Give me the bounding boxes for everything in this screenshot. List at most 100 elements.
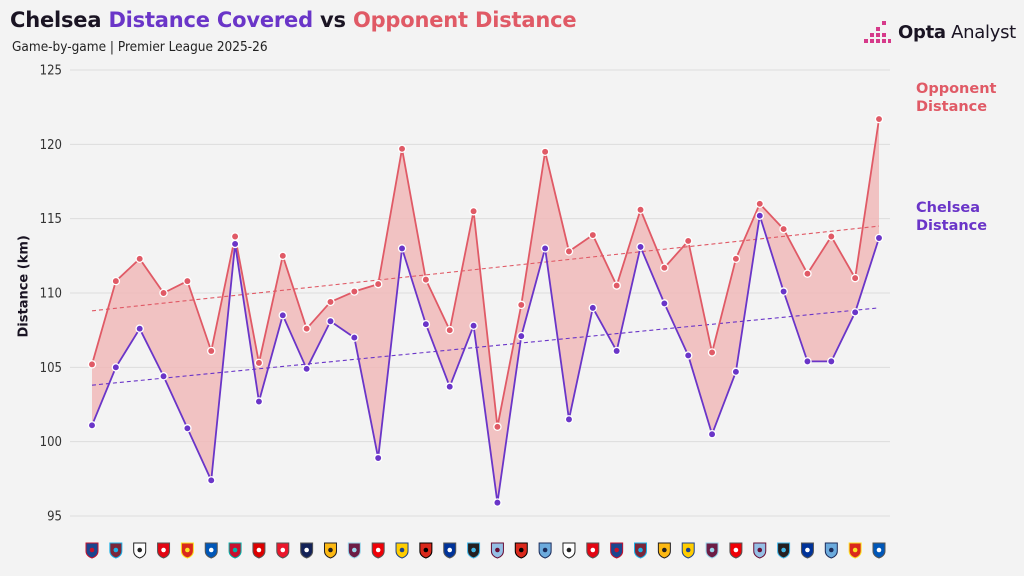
- y-tick-label: 95: [47, 510, 62, 525]
- burnley-crest-icon: [705, 542, 719, 559]
- crystal-palace-crest-icon: [610, 542, 624, 559]
- opponent-point: [397, 144, 407, 154]
- chelsea-point: [469, 321, 478, 330]
- bournemouth-crest-icon: [514, 542, 528, 559]
- opponent-point: [731, 254, 741, 264]
- man-united-crest-icon: [848, 542, 862, 559]
- title-opponent-distance: Opponent Distance: [352, 8, 577, 32]
- chelsea-point: [779, 287, 788, 296]
- opponent-point: [493, 422, 502, 432]
- y-tick-label: 105: [40, 361, 62, 376]
- title-team: Chelsea: [10, 8, 109, 32]
- opponent-point: [445, 325, 454, 335]
- chelsea-point: [111, 363, 121, 372]
- arsenal-crest-icon: [371, 542, 385, 559]
- chelsea-point: [326, 316, 335, 326]
- burnley-crest-icon: [347, 542, 361, 559]
- opponent-point: [588, 230, 598, 240]
- opponent-point: [135, 254, 144, 264]
- brentford-crest-icon: [586, 542, 600, 559]
- brentford-crest-icon: [157, 542, 171, 559]
- everton-crest-icon: [443, 542, 457, 559]
- opponent-point: [636, 205, 645, 214]
- title-vs: vs: [312, 8, 353, 32]
- everton-crest-icon: [800, 542, 814, 559]
- man-united-crest-icon: [180, 542, 194, 559]
- opponent-point: [421, 275, 431, 284]
- wolves-crest-icon: [323, 542, 337, 559]
- opponent-point: [350, 287, 359, 296]
- chelsea-point: [755, 211, 765, 220]
- chelsea-point: [254, 397, 264, 406]
- opta-bars-icon: [864, 21, 891, 43]
- opponent-point: [302, 324, 311, 333]
- opponent-point: [755, 199, 765, 209]
- y-tick-label: 115: [40, 212, 62, 227]
- opponent-trendline: [91, 225, 880, 312]
- opponent-line: [91, 118, 880, 428]
- chelsea-point: [206, 476, 216, 485]
- title-chelsea-distance: Distance Covered: [108, 8, 313, 32]
- chelsea-point: [612, 346, 621, 356]
- bournemouth-crest-icon: [419, 542, 433, 559]
- chelsea-point: [278, 311, 288, 320]
- chelsea-point: [588, 303, 598, 313]
- chelsea-line: [91, 214, 880, 504]
- wolves-crest-icon: [657, 542, 671, 559]
- chelsea-trendline: [91, 307, 880, 386]
- west-ham-crest-icon: [109, 542, 123, 559]
- opponent-point: [159, 288, 168, 298]
- chart-title: Chelsea Distance Covered vs Opponent Dis…: [10, 8, 577, 32]
- chelsea-point: [660, 299, 669, 308]
- opponent-point: [326, 297, 335, 307]
- chelsea-point: [87, 421, 97, 430]
- chelsea-point: [707, 429, 717, 439]
- aston-villa-crest-icon: [753, 542, 767, 559]
- chelsea-point: [302, 364, 311, 374]
- logo-text: Opta Analyst: [898, 22, 1016, 43]
- opponent-point: [850, 273, 860, 283]
- chelsea-point: [183, 424, 192, 433]
- opponent-point: [469, 206, 478, 216]
- arsenal-crest-icon: [729, 542, 743, 559]
- legend-opponent-line1: Opponent: [916, 81, 997, 97]
- chelsea-point: [373, 453, 383, 463]
- tottenham-crest-icon: [300, 542, 314, 559]
- y-tick-label: 100: [40, 435, 62, 450]
- chelsea-point: [850, 308, 860, 317]
- brighton-crest-icon: [872, 542, 886, 559]
- opponent-point: [230, 232, 240, 241]
- opponent-point: [707, 348, 717, 357]
- chelsea-point: [564, 415, 574, 424]
- chelsea-point: [230, 239, 240, 249]
- opponent-point: [564, 247, 574, 256]
- opponent-point: [206, 346, 216, 356]
- west-ham-crest-icon: [634, 542, 648, 559]
- man-city-crest-icon: [824, 542, 838, 559]
- legend-opponent-line2: Distance: [916, 99, 988, 115]
- opponent-point: [660, 263, 669, 272]
- aston-villa-crest-icon: [490, 542, 504, 559]
- opponent-point: [540, 147, 550, 157]
- legend-chelsea-line2: Distance: [916, 218, 988, 234]
- brighton-crest-icon: [204, 542, 218, 559]
- opponent-point: [254, 358, 264, 368]
- opponent-point: [779, 224, 788, 234]
- fulham-crest-icon: [133, 542, 147, 559]
- newcastle-crest-icon: [467, 542, 481, 559]
- opponent-point: [874, 114, 884, 124]
- y-tick-label: 110: [40, 287, 62, 302]
- opponent-point: [827, 232, 836, 241]
- chelsea-point: [421, 319, 431, 329]
- opponent-point: [278, 251, 288, 261]
- chelsea-point: [493, 498, 502, 507]
- chelsea-point: [683, 351, 693, 360]
- fulham-crest-icon: [562, 542, 576, 559]
- opponent-point: [183, 276, 192, 286]
- chelsea-point: [827, 357, 836, 366]
- opponent-point: [612, 281, 621, 290]
- chelsea-point: [397, 244, 407, 253]
- y-tick-label: 120: [40, 138, 62, 153]
